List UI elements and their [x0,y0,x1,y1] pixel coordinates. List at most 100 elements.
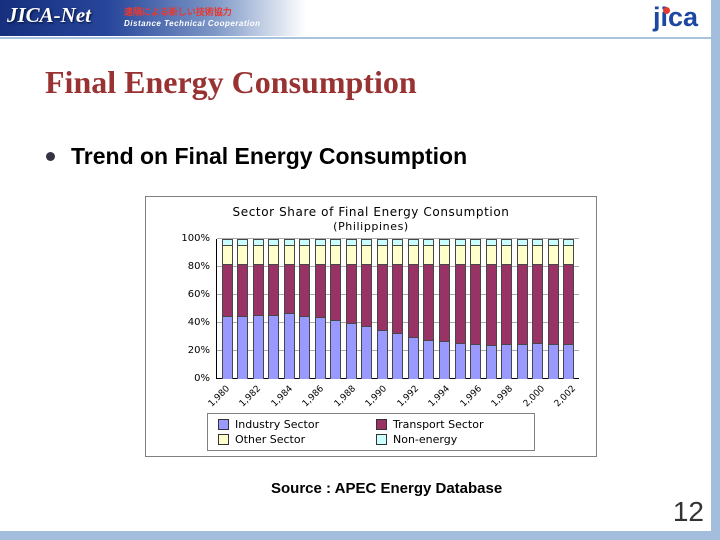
segment-non-energy [283,239,295,245]
segment-industry-sector [423,339,435,379]
bar-1998 [501,239,513,379]
segment-transport-sector [330,264,342,321]
bottom-border-strip [0,531,720,540]
segment-non-energy [268,239,280,245]
segment-other-sector [407,244,419,265]
header-divider [0,37,720,39]
segment-industry-sector [221,316,233,379]
bullet-text: Trend on Final Energy Consumption [71,143,468,169]
bar-1986 [314,239,326,379]
segment-non-energy [299,239,311,245]
segment-industry-sector [547,344,559,379]
segment-industry-sector [501,344,513,379]
segment-other-sector [470,244,482,265]
segment-transport-sector [438,264,450,342]
segment-industry-sector [299,316,311,379]
segment-other-sector [392,244,404,265]
source-caption: Source : APEC Energy Database [271,480,503,497]
jica-net-brand-bar: JICA-Net 遠隔による新しい技術協力 Distance Technical… [0,0,306,36]
segment-transport-sector [423,264,435,340]
segment-non-energy [237,239,249,245]
bar-1999 [516,239,528,379]
bar-1988 [345,239,357,379]
segment-other-sector [237,244,249,265]
segment-transport-sector [516,264,528,344]
legend-item: Non-energy [376,433,524,446]
legend-swatch [218,434,229,445]
segment-industry-sector [392,332,404,379]
y-axis-label: 0% [194,373,210,384]
segment-other-sector [454,244,466,265]
segment-transport-sector [237,264,249,316]
segment-transport-sector [454,264,466,343]
bar-1989 [361,239,373,379]
segment-other-sector [283,244,295,265]
segment-industry-sector [563,344,575,379]
segment-non-energy [501,239,513,245]
segment-industry-sector [283,313,295,379]
segment-industry-sector [361,325,373,379]
segment-other-sector [501,244,513,265]
legend-item: Transport Sector [376,418,524,431]
segment-transport-sector [283,264,295,314]
segment-transport-sector [376,264,388,330]
segment-transport-sector [470,264,482,344]
segment-other-sector [563,244,575,265]
segment-non-energy [547,239,559,245]
segment-non-energy [361,239,373,245]
segment-industry-sector [237,316,249,379]
legend-swatch [376,434,387,445]
segment-other-sector [485,244,497,265]
segment-transport-sector [221,264,233,316]
jica-logo-text: jica [652,2,698,32]
segment-other-sector [361,244,373,265]
brand-subtitle-en: Distance Technical Cooperation [124,19,261,28]
y-axis-label: 80% [187,261,210,272]
bar-1994 [438,239,450,379]
right-border-strip [711,0,720,540]
segment-transport-sector [532,264,544,343]
segment-other-sector [330,244,342,265]
bar-1993 [423,239,435,379]
chart-title: Sector Share of Final Energy Consumption [232,205,510,219]
segment-other-sector [423,244,435,265]
segment-transport-sector [547,264,559,344]
segment-other-sector [376,244,388,265]
chart: Sector Share of Final Energy Consumption… [145,196,597,457]
legend-label: Transport Sector [393,418,484,431]
legend-swatch [376,419,387,430]
segment-other-sector [299,244,311,265]
page-title: Final Energy Consumption [45,64,417,100]
segment-other-sector [345,244,357,265]
segment-transport-sector [361,264,373,326]
segment-industry-sector [314,317,326,379]
bar-1996 [470,239,482,379]
segment-non-energy [392,239,404,245]
bar-1982 [252,239,264,379]
segment-industry-sector [330,320,342,379]
segment-transport-sector [392,264,404,333]
legend-label: Industry Sector [235,418,320,431]
segment-other-sector [268,244,280,265]
segment-industry-sector [438,341,450,379]
bar-2000 [532,239,544,379]
bar-1997 [485,239,497,379]
bar-2002 [563,239,575,379]
segment-non-energy [470,239,482,245]
segment-non-energy [252,239,264,245]
bar-1984 [283,239,295,379]
segment-transport-sector [314,264,326,318]
segment-industry-sector [470,344,482,379]
segment-non-energy [423,239,435,245]
y-axis-label: 20% [187,345,210,356]
legend-item: Other Sector [218,433,376,446]
y-axis-label: 40% [187,317,210,328]
segment-non-energy [516,239,528,245]
bar-1981 [237,239,249,379]
segment-non-energy [532,239,544,245]
segment-non-energy [376,239,388,245]
segment-non-energy [438,239,450,245]
segment-industry-sector [376,330,388,379]
brand-subtitle-jp: 遠隔による新しい技術協力 [124,7,232,17]
